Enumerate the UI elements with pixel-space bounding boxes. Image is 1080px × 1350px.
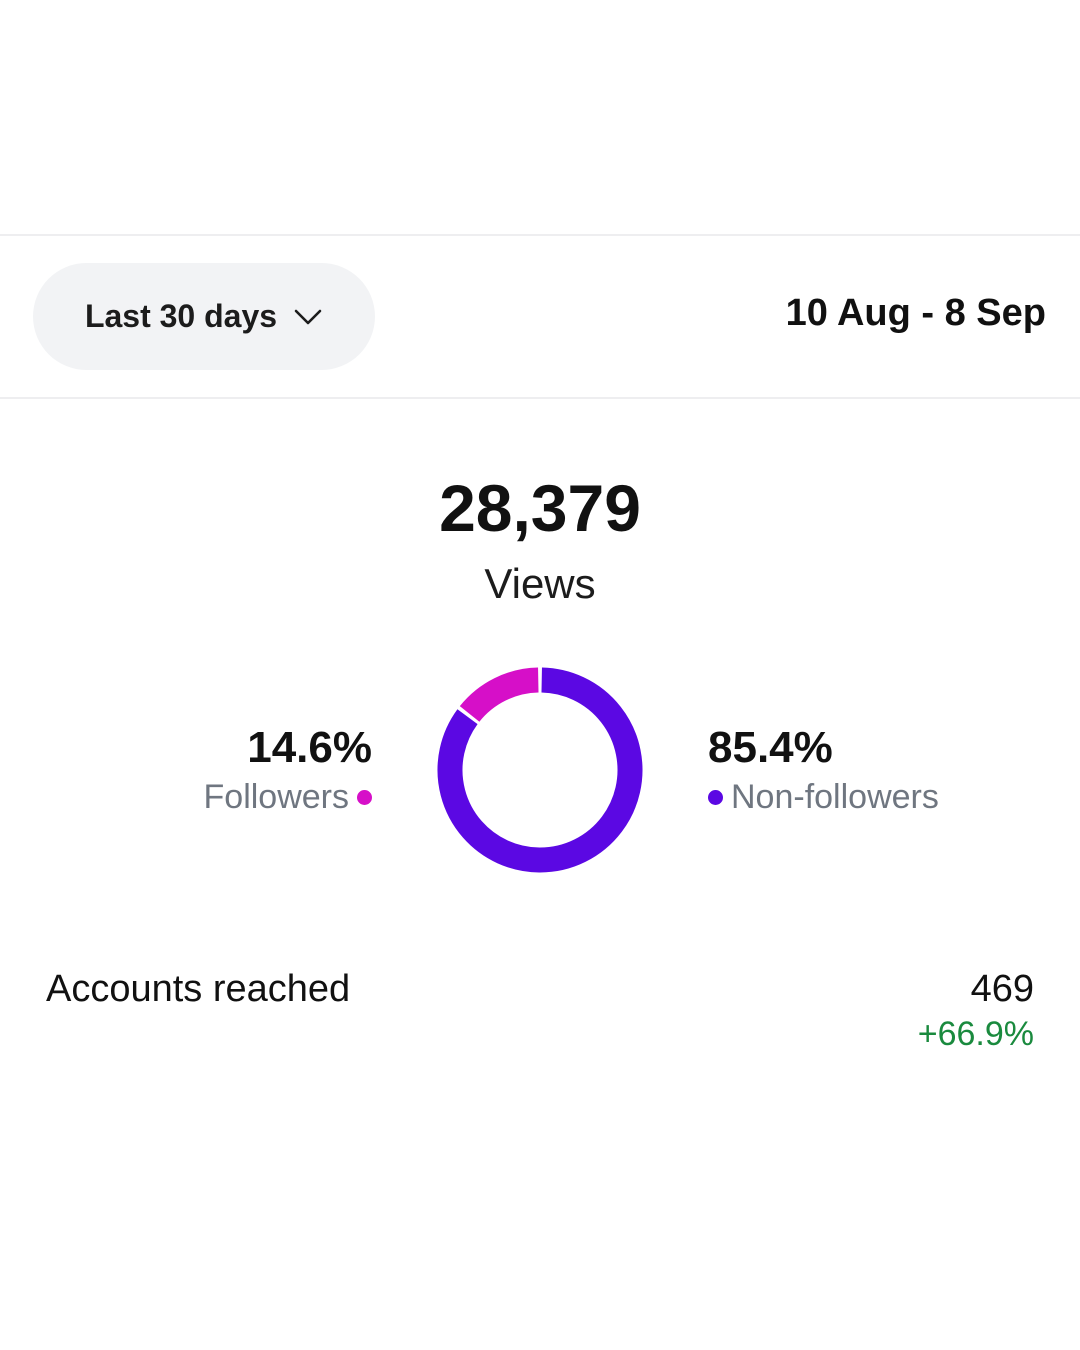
date-range-text: 10 Aug - 8 Sep	[785, 292, 1046, 334]
date-range-dropdown-label: Last 30 days	[84, 298, 278, 334]
followers-label: Followers	[203, 778, 349, 816]
accounts-reached-value: 469	[970, 968, 1034, 1010]
followers-legend-dot	[357, 789, 372, 805]
followers-stat: 14.6% Followers	[204, 722, 372, 820]
views-donut-chart	[437, 667, 643, 873]
followers-percent: 14.6%	[247, 723, 372, 772]
bottom-divider	[0, 397, 1080, 399]
views-label: Views	[484, 560, 596, 607]
non-followers-label: Non-followers	[731, 778, 939, 816]
donut-segment-followers	[459, 667, 539, 723]
chevron-down-icon	[294, 309, 322, 324]
non-followers-percent: 85.4%	[708, 723, 833, 772]
accounts-reached-change: +66.9%	[917, 1015, 1034, 1053]
views-count: 28,379	[439, 471, 641, 545]
non-followers-stat: 85.4% Non-followers	[708, 722, 939, 820]
date-range-dropdown[interactable]: Last 30 days	[33, 263, 375, 370]
donut-segment-non-followers	[437, 667, 643, 873]
non-followers-legend-dot	[708, 789, 723, 805]
accounts-reached-label: Accounts reached	[46, 968, 351, 1010]
top-divider	[0, 234, 1080, 236]
